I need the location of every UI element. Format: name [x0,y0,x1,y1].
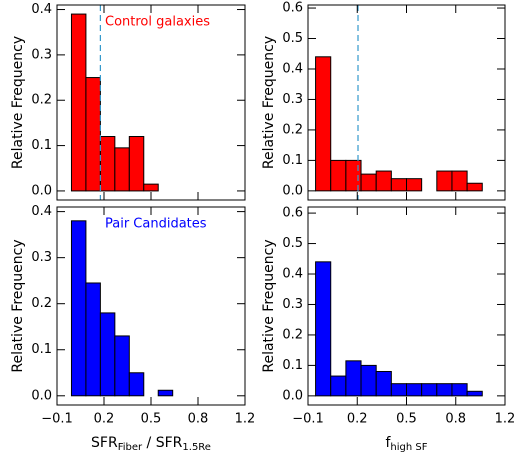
bar [85,77,101,192]
bar [85,282,101,397]
y-tick-label: 0.4 [31,204,52,219]
bar [421,383,438,397]
x-tick-label: 0.5 [141,412,162,427]
bar [375,170,392,192]
y-tick-label: 0.3 [31,47,52,62]
panel: 0.0 0.1 0.2 0.3 0.4 −0.1 0.2 0.5 0.8 1.2 Relative … [10,204,255,452]
bar [360,173,377,192]
bar [451,383,468,397]
x-axis-label: SFRFiber / SFR1.5Re [91,435,211,453]
bar [114,335,130,397]
bar [157,389,174,397]
bar [375,370,392,397]
y-tick-label: 0.1 [282,153,303,168]
bar [99,136,116,192]
y-tick-label: 0.5 [282,236,303,251]
y-tick-label: 0.0 [31,183,52,198]
x-axis-label-part: 1.5Re [182,442,211,453]
x-tick-label: −0.1 [292,412,324,427]
y-tick-label: 0.2 [31,93,52,108]
x-axis-label-part: Fiber [118,442,143,453]
bar [406,178,423,192]
panel: 0.0 0.1 0.2 0.3 0.4 0.5 0.6 −0.1 0.2 0.5 0.8 1.2 Rel… [261,206,515,453]
x-tick-label: 0.5 [396,412,417,427]
y-tick-label: 0.0 [282,388,303,403]
y-tick-label: 0.5 [282,31,303,46]
y-tick-label: 0.4 [282,267,303,282]
bar [128,136,145,192]
y-tick-label: 0.4 [282,61,303,76]
y-tick-label: 0.0 [31,388,52,403]
y-tick-label: 0.6 [282,1,303,16]
bar [360,364,377,397]
y-tick-label: 0.4 [31,2,52,17]
x-tick-label: 0.8 [188,412,209,427]
y-tick-label: 0.0 [282,183,303,198]
bar [70,220,87,397]
bar [451,170,468,192]
y-tick-label: 0.3 [282,92,303,107]
y-axis-label: Relative Frequency [261,239,277,372]
y-tick-label: 0.1 [282,358,303,373]
bar [330,375,347,397]
bar [436,383,453,397]
y-tick-label: 0.2 [31,296,52,311]
y-axis-label: Relative Frequency [10,239,26,372]
bar [345,360,362,397]
bar [345,159,362,192]
bar [143,183,159,192]
y-tick-label: 0.2 [282,122,303,137]
bar [390,383,408,397]
x-tick-label: 1.2 [235,412,256,427]
x-tick-label: 0.2 [347,412,368,427]
bar [70,13,87,192]
bar [466,182,483,192]
bar [436,170,453,192]
panel: 0.0 0.1 0.2 0.3 0.4 Relative Frequency Control… [10,2,246,201]
x-axis-label-part: SFR [91,435,118,451]
annotation: Control galaxies [105,15,210,30]
x-tick-label: −0.1 [41,412,73,427]
y-tick-label: 0.6 [282,206,303,221]
plot-frame [307,206,506,406]
bar [330,159,347,192]
x-tick-label: 1.2 [495,412,516,427]
y-tick-label: 0.1 [31,138,52,153]
panel: 0.0 0.1 0.2 0.3 0.4 0.5 0.6 Relative Frequency [261,1,506,201]
bar [99,312,116,397]
bar [315,56,332,192]
x-axis-label-part: high SF [390,442,427,453]
y-tick-label: 0.2 [282,327,303,342]
bar [406,383,423,397]
bar [466,390,483,397]
bar [128,372,145,397]
bar [390,178,408,192]
x-tick-label: 0.8 [445,412,466,427]
y-tick-label: 0.3 [282,297,303,312]
y-tick-label: 0.3 [31,250,52,265]
y-axis-label: Relative Frequency [10,36,26,169]
y-axis-label: Relative Frequency [261,36,277,169]
annotation: Pair Candidates [105,217,207,232]
bar [114,147,130,192]
x-axis-label-part: f [385,435,391,451]
x-tick-label: 0.2 [94,412,115,427]
bar [315,261,332,397]
y-tick-label: 0.1 [31,342,52,357]
x-axis-label: fhigh SF [385,435,427,453]
x-axis-label-part: / SFR [142,435,183,451]
